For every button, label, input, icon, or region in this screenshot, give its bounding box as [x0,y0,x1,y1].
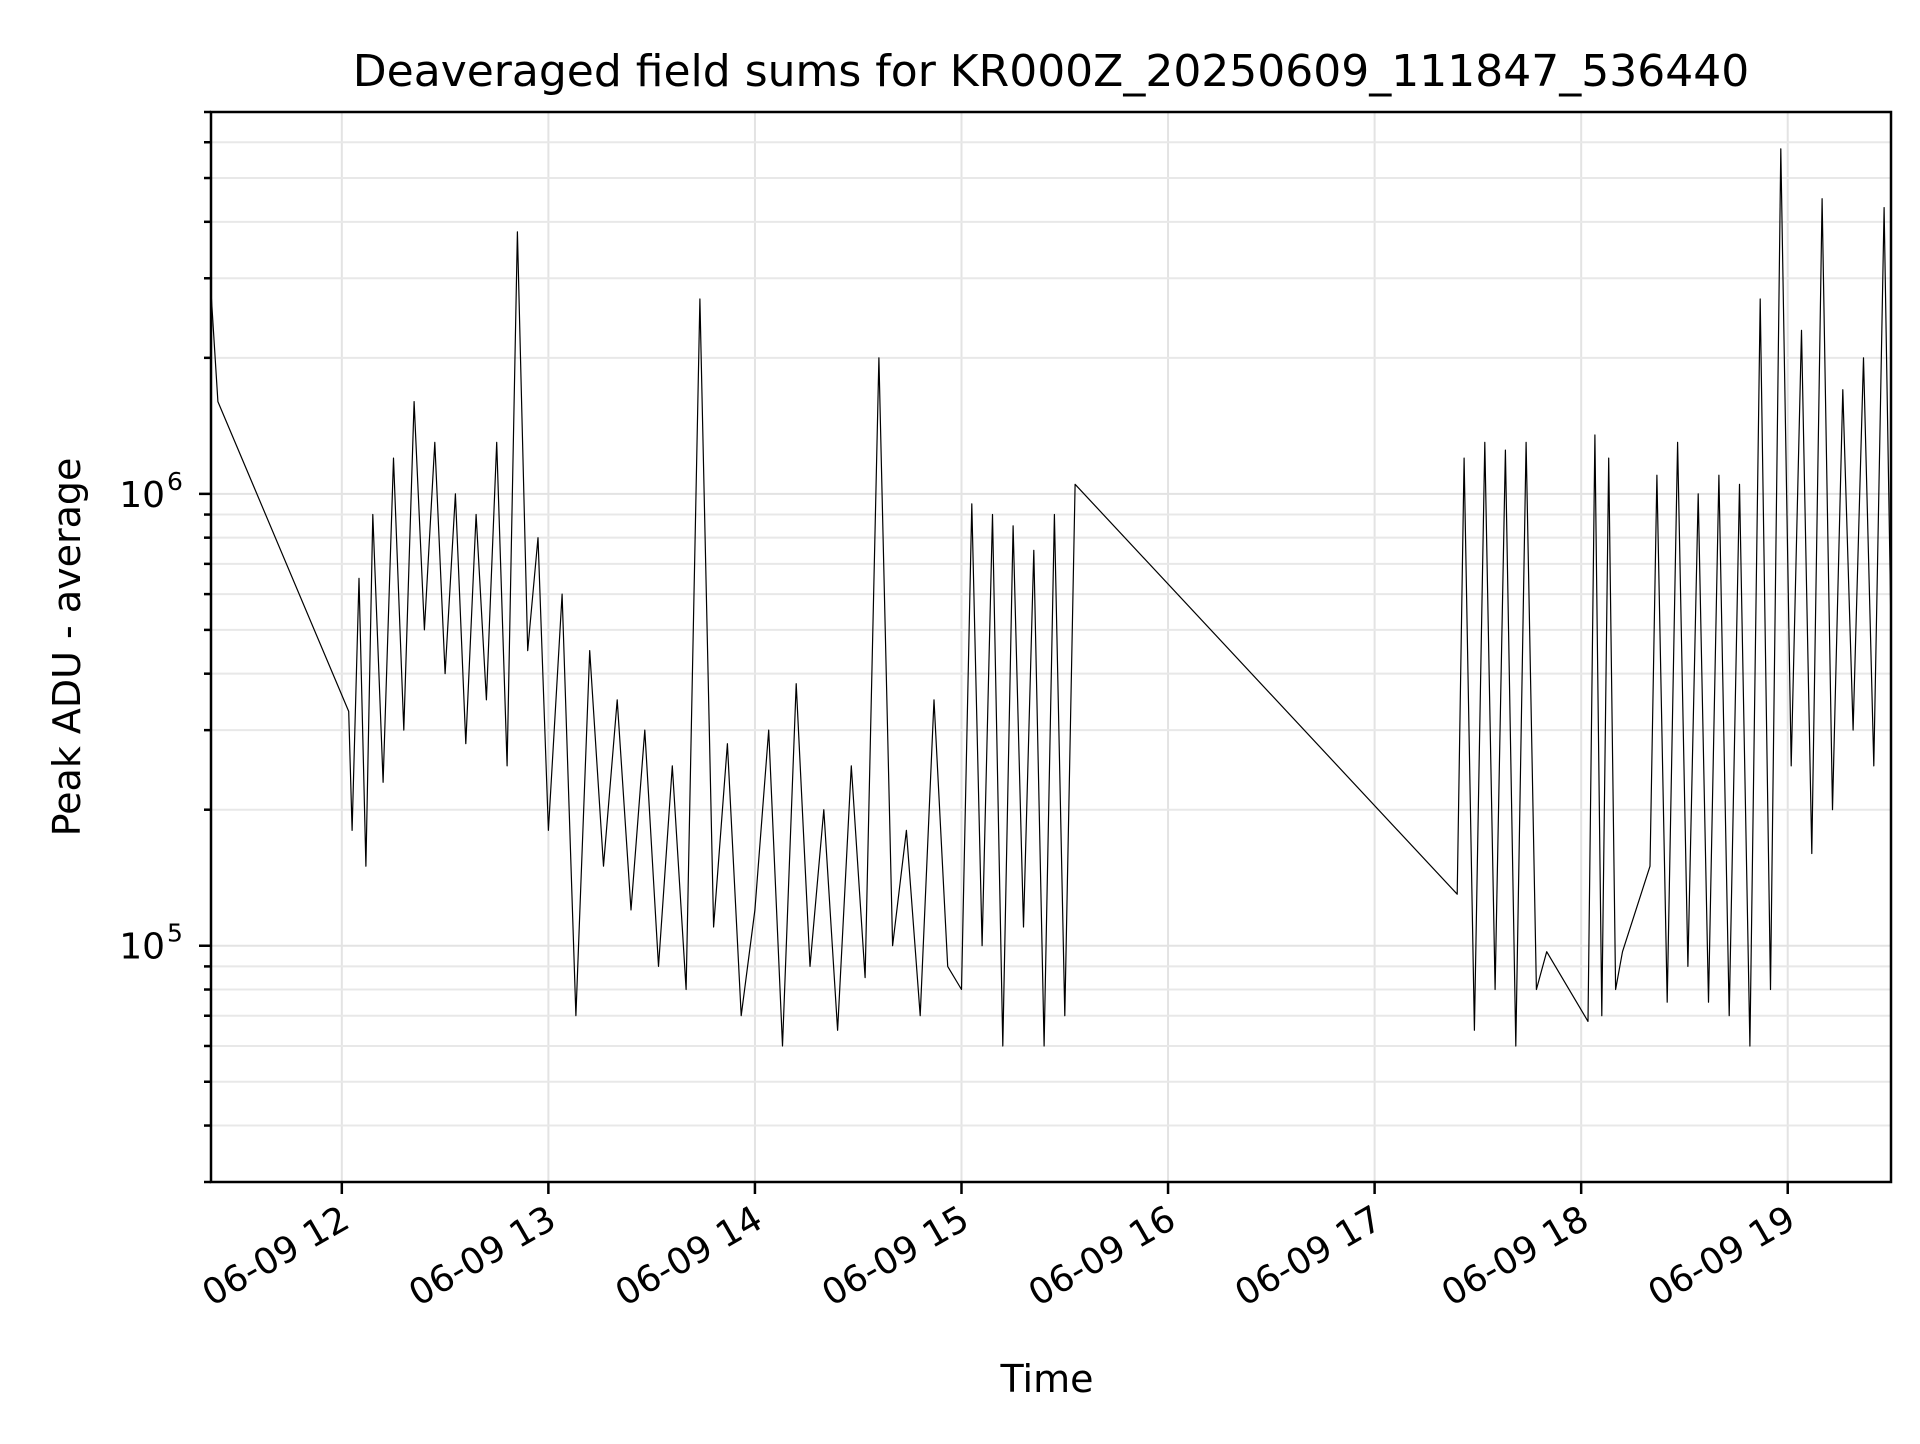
x-tick-label: 06-09 19 [1642,1198,1803,1314]
x-tick-label: 06-09 14 [609,1198,770,1314]
x-tick-label: 06-09 13 [402,1198,563,1314]
x-tick-label: 06-09 12 [196,1198,357,1314]
x-tick-label: 06-09 18 [1435,1198,1596,1314]
x-tick-label: 06-09 15 [815,1198,976,1314]
series-layer [210,148,1892,1047]
plot-frame [209,110,1893,1184]
chart-title: Deaveraged field sums for KR000Z_2025060… [353,46,1749,97]
y-tick-exponent: 6 [167,467,183,496]
x-tick-label: 06-09 16 [1022,1198,1183,1314]
y-tick-label: 10 [119,475,165,516]
y-tick-label: 10 [119,927,165,968]
x-tick-label: 06-09 17 [1228,1198,1389,1314]
y-tick-exponent: 5 [167,919,183,948]
series-line [210,148,1892,1047]
x-axis-ticks: 06-09 12 06-09 13 06-09 14 06-09 15 06-09 16… [196,1182,1803,1315]
y-axis-label: Peak ADU - average [45,458,89,837]
x-axis-label: Time [1000,1357,1094,1401]
grid-lines [211,111,1891,1183]
